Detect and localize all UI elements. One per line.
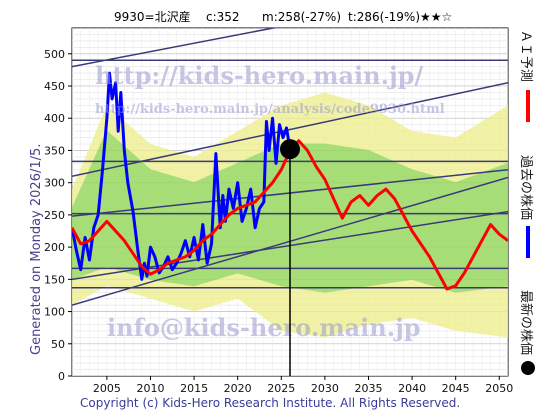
copyright-text: Copyright (c) Kids-Hero Research Institu… (80, 396, 460, 410)
x-tick-label: 2045 (442, 382, 470, 395)
watermark-url-analysis: http://kids-hero.main.jp/analysis/code99… (95, 102, 445, 117)
legend-label-ai-forecast: ＡＩ予測 (518, 30, 533, 82)
latest-price-dot (280, 139, 300, 160)
y-tick-label: 350 (44, 144, 65, 157)
x-tick-label: 2035 (354, 382, 382, 395)
x-axis-ticks: 2005 2010 2015 2020 2025 2030 2035 2040 2045 2050 (93, 376, 513, 395)
x-tick-label: 2040 (398, 382, 426, 395)
latest-price-marker (280, 139, 300, 376)
x-tick-label: 2005 (93, 382, 121, 395)
y-tick-label: 100 (44, 306, 65, 319)
title-min-price: m:258(-27%) (262, 10, 341, 24)
legend-label-latest-price: 最新の株価 (518, 290, 534, 355)
generated-date-label: Generated on Monday 2026/1/5. (29, 144, 44, 355)
title-target-price: t:286(-19%) (348, 10, 420, 24)
y-tick-label: 150 (44, 273, 65, 286)
title-current-price: c:352 (206, 10, 240, 24)
y-tick-label: 500 (44, 48, 65, 61)
trend-line (72, 28, 278, 68)
title-code-name: 9930=北沢産 (114, 9, 191, 24)
title-star-rating: ★★☆ (420, 10, 452, 24)
y-tick-label: 50 (51, 338, 65, 351)
x-tick-label: 2020 (224, 382, 252, 395)
legend-label-past-price: 過去の株価 (518, 155, 533, 220)
y-tick-label: 0 (58, 370, 65, 383)
y-tick-label: 250 (44, 209, 65, 222)
x-tick-label: 2030 (311, 382, 339, 395)
x-tick-label: 2015 (180, 382, 208, 395)
legend: ＡＩ予測 過去の株価 最新の株価 (518, 30, 535, 375)
watermark-email: info@kids-hero.main.jp (107, 313, 421, 342)
x-tick-label: 2050 (485, 382, 513, 395)
x-tick-label: 2010 (136, 382, 164, 395)
chart-title: 9930=北沢産 c:352 m:258(-27%) t:286(-19%) ★… (114, 9, 452, 24)
series-past-price (72, 71, 292, 281)
y-tick-label: 400 (44, 112, 65, 125)
y-tick-label: 450 (44, 80, 65, 93)
legend-swatch-latest-price (521, 361, 535, 375)
trend-line (72, 82, 508, 177)
y-tick-label: 200 (44, 241, 65, 254)
y-tick-label: 300 (44, 177, 65, 190)
watermark-url-main: http://kids-hero.main.jp/ (95, 61, 423, 90)
x-tick-label: 2025 (267, 382, 295, 395)
y-axis-ticks: 0 50 100 150 200 250 300 350 400 450 500 (44, 48, 72, 383)
